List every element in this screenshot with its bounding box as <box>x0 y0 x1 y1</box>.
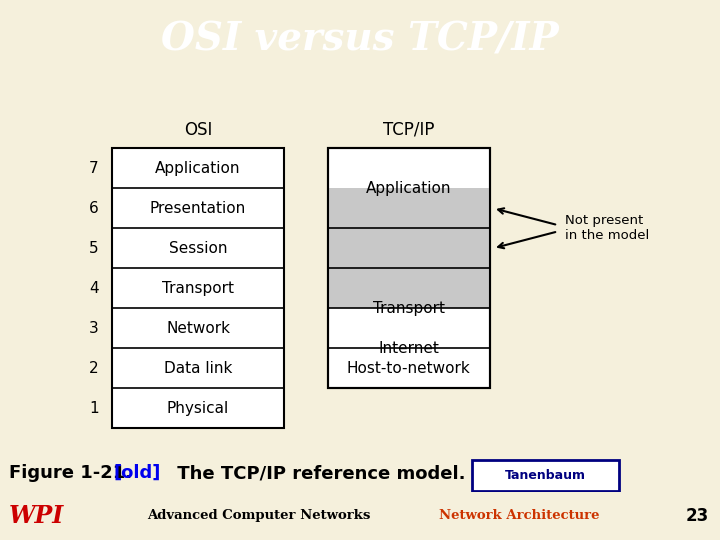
Text: Internet: Internet <box>378 341 439 356</box>
Bar <box>472 460 619 491</box>
Text: Application: Application <box>366 181 451 196</box>
Text: Network Architecture: Network Architecture <box>439 509 600 522</box>
Text: 4: 4 <box>89 281 99 296</box>
Text: OSI: OSI <box>184 120 212 139</box>
Text: Host-to-network: Host-to-network <box>347 361 470 376</box>
Text: Transport: Transport <box>162 281 234 296</box>
Text: 7: 7 <box>89 161 99 176</box>
Bar <box>328 148 490 388</box>
Text: 6: 6 <box>89 201 99 216</box>
Text: Data link: Data link <box>164 361 232 376</box>
Text: Advanced Computer Networks: Advanced Computer Networks <box>148 509 371 522</box>
Text: Figure 1-21.: Figure 1-21. <box>9 464 132 482</box>
Text: Transport: Transport <box>373 301 444 316</box>
Text: [old]: [old] <box>114 464 161 482</box>
Text: 5: 5 <box>89 241 99 256</box>
Text: 2: 2 <box>89 361 99 376</box>
Bar <box>328 148 490 388</box>
Bar <box>112 148 284 428</box>
Text: Session: Session <box>168 241 228 256</box>
Text: 23: 23 <box>686 507 709 525</box>
Text: TCP/IP: TCP/IP <box>383 120 434 139</box>
Text: Presentation: Presentation <box>150 201 246 216</box>
Text: Application: Application <box>156 161 240 176</box>
Text: OSI versus TCP/IP: OSI versus TCP/IP <box>161 20 559 58</box>
Text: 3: 3 <box>89 321 99 336</box>
Text: Network: Network <box>166 321 230 336</box>
Text: WPI: WPI <box>9 504 64 528</box>
Bar <box>328 228 490 308</box>
Text: Physical: Physical <box>167 401 229 416</box>
Text: Not present
in the model: Not present in the model <box>565 214 649 242</box>
Bar <box>328 188 490 268</box>
Text: The TCP/IP reference model.: The TCP/IP reference model. <box>171 464 466 482</box>
Text: Tanenbaum: Tanenbaum <box>505 469 586 482</box>
Text: 1: 1 <box>89 401 99 416</box>
